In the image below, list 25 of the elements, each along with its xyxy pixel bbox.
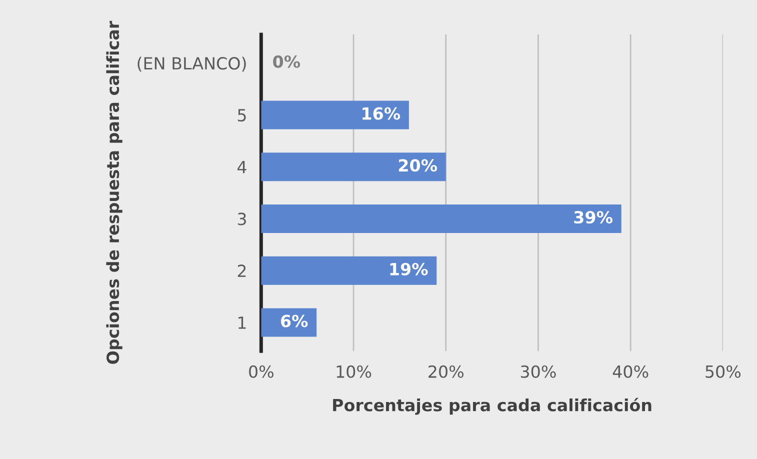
- data-label: 19%: [390, 262, 428, 276]
- data-label: 20%: [398, 159, 438, 172]
- y-axis-title: Opciones de respuesta para calificar: [106, 20, 122, 364]
- y-tick-label: (EN BLANCO): [138, 56, 246, 72]
- x-tick-label: 0%: [249, 365, 274, 378]
- y-tick-label: 4: [237, 161, 246, 174]
- x-tick-label: 50%: [706, 365, 741, 378]
- y-tick-label: 3: [238, 212, 246, 226]
- data-label: 0%: [273, 55, 300, 68]
- bar: [261, 100, 409, 130]
- data-label: 6%: [280, 314, 308, 328]
- bar: [261, 256, 437, 285]
- bar: [261, 308, 317, 337]
- bar: [261, 152, 446, 182]
- y-tick-label: 2: [238, 264, 246, 277]
- x-tick-label: 10%: [336, 365, 372, 378]
- x-axis-title: Porcentajes para cada calificación: [333, 398, 652, 415]
- y-tick-label: 1: [238, 316, 246, 329]
- x-tick-label: 40%: [612, 365, 648, 378]
- data-label: 16%: [362, 107, 400, 120]
- x-tick-label: 20%: [428, 365, 464, 378]
- y-tick-label: 5: [238, 109, 246, 122]
- data-label: 39%: [574, 210, 612, 224]
- bar: [261, 204, 622, 233]
- x-tick-label: 30%: [520, 365, 556, 378]
